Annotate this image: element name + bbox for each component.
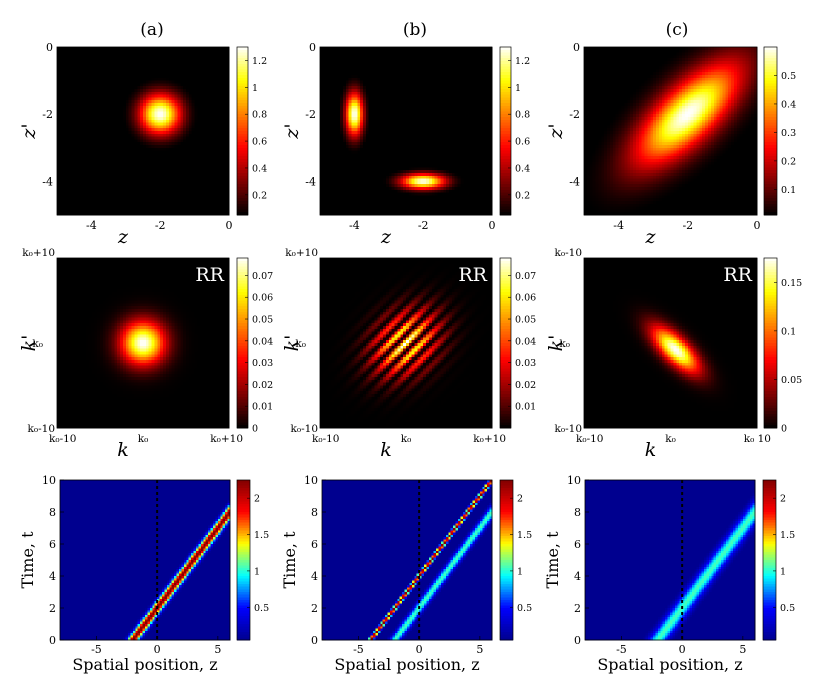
figure: (a) (b) (c) -4 -2 00-2-4zz'1.210.80.60.40.… [0, 0, 830, 694]
panel-label-a: (a) [140, 20, 163, 40]
panel-grid: -4 -2 00-2-4zz'1.210.80.60.40.2-4 -2 00-2-4z… [18, 41, 802, 674]
panel-label-c: (c) [666, 20, 689, 40]
panel-label-b: (b) [403, 20, 427, 40]
heatmap-a1 [57, 47, 230, 216]
